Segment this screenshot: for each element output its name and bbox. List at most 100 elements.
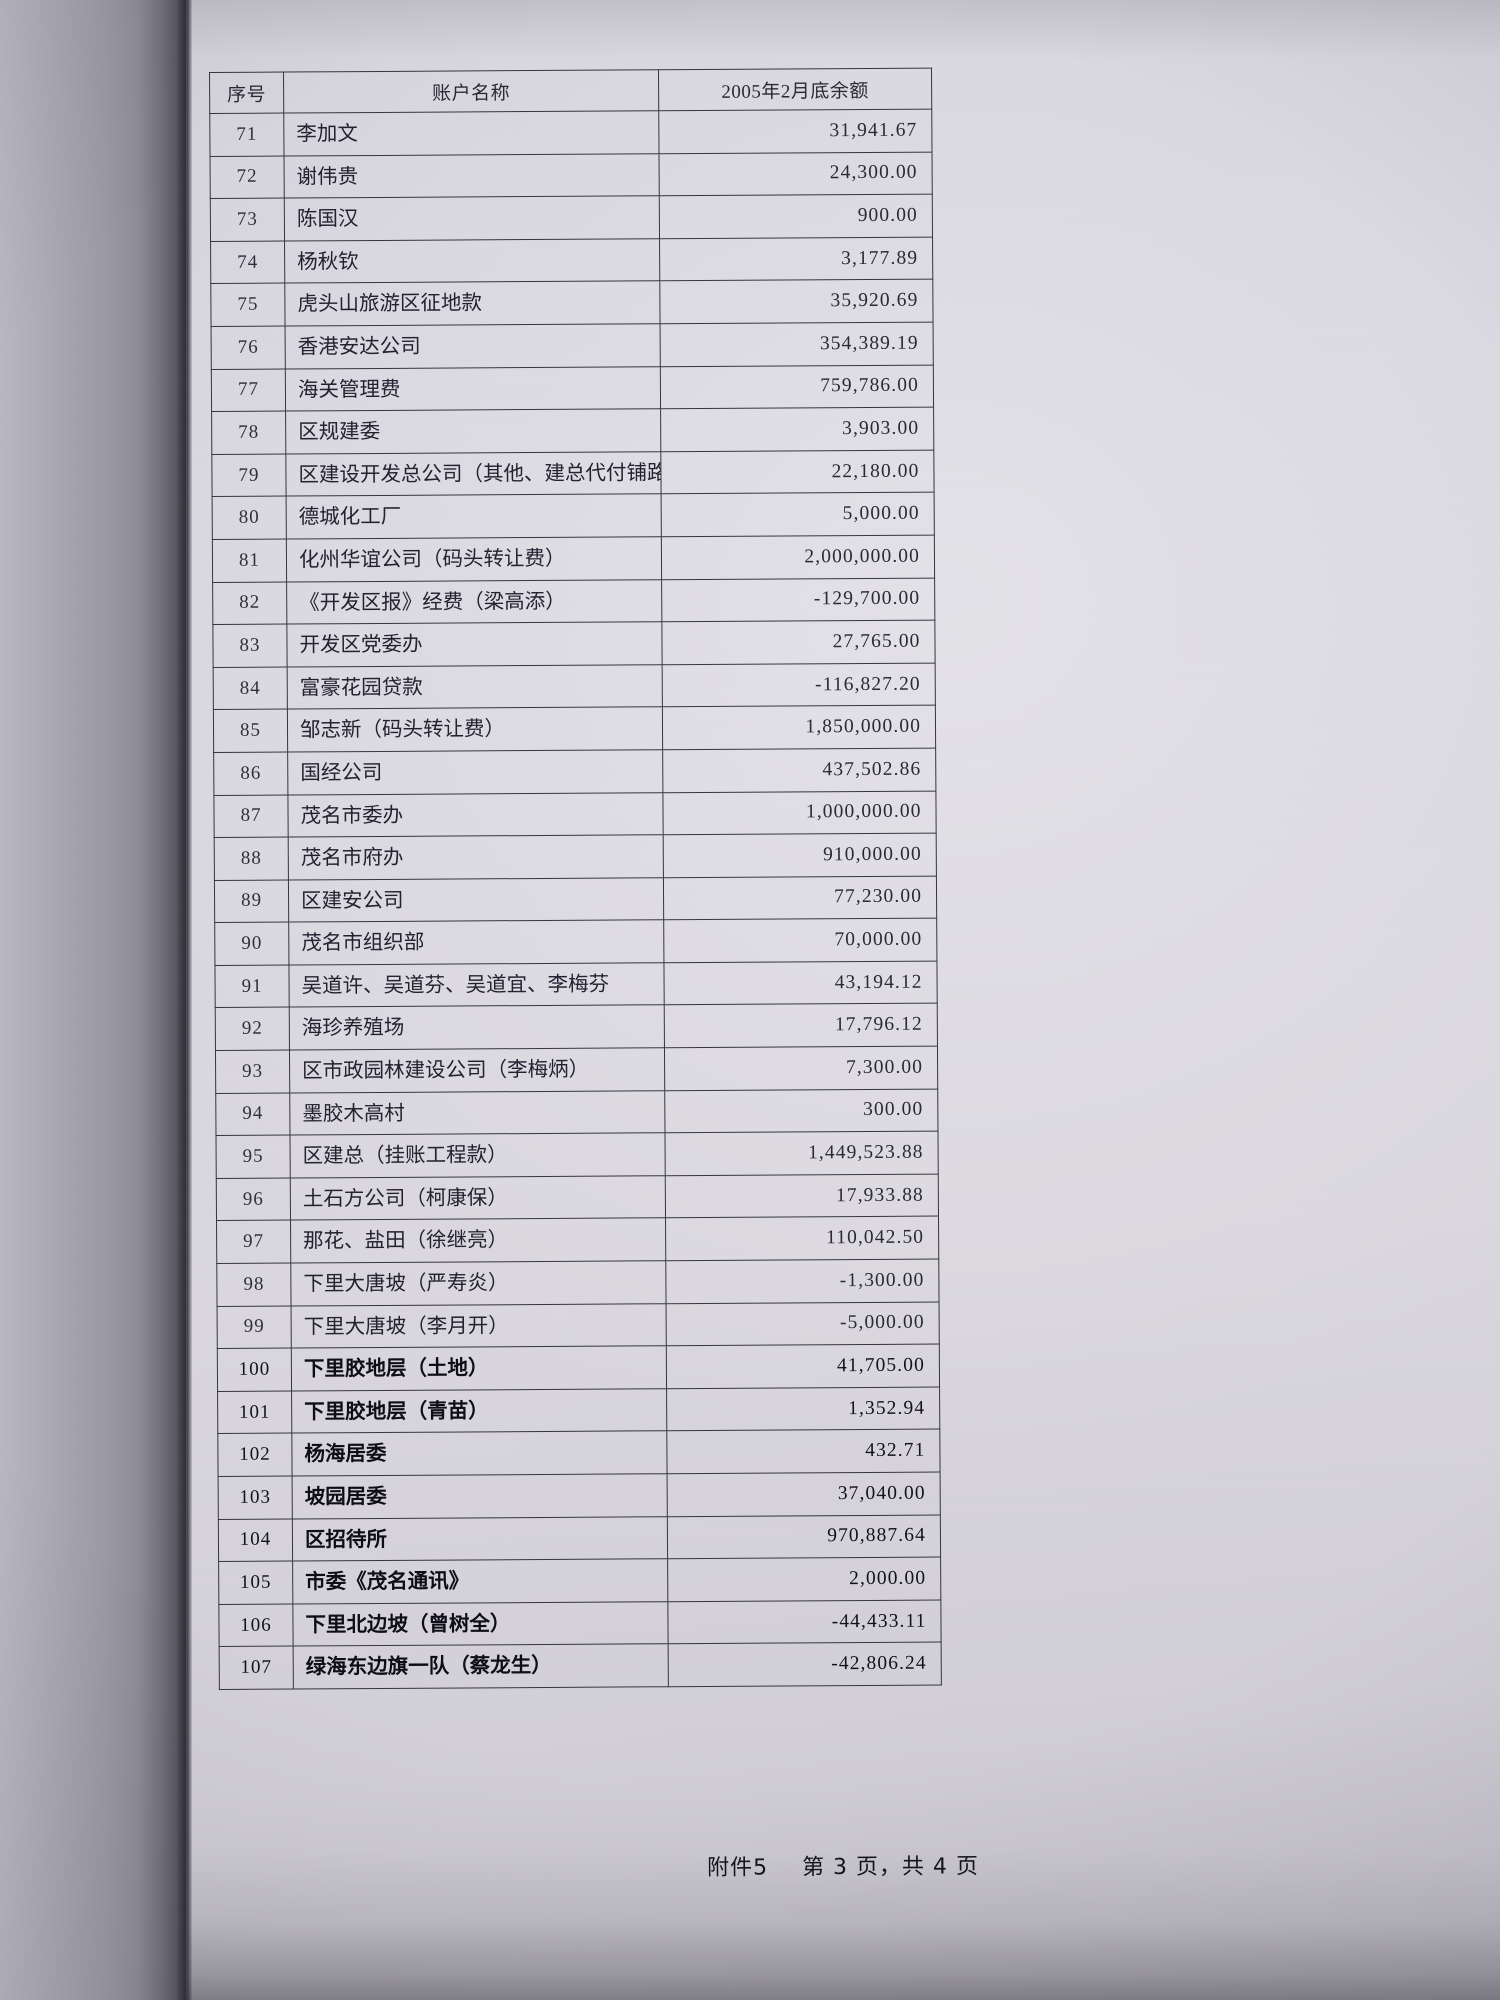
table-row: 98 下里大唐坡（严寿炎） -1,300.00: [216, 1259, 940, 1307]
cell-amount: 970,887.64: [667, 1514, 941, 1559]
cell-account-name: 下里大唐坡（李月开）: [291, 1303, 667, 1349]
cell-amount: 437,502.86: [662, 747, 936, 793]
table-row: 81 化州华谊公司（码头转让费） 2,000,000.00: [212, 535, 935, 583]
table-row: 92 海珍养殖场 17,796.12: [215, 1003, 938, 1051]
cell-amount: -42,806.24: [668, 1642, 942, 1687]
table-row: 103 坡园居委 37,040.00: [218, 1472, 941, 1520]
cell-amount: 41,705.00: [666, 1344, 940, 1389]
cell-account-name: 吴道许、吴道芬、吴道宜、李梅芬: [288, 962, 665, 1008]
table-row: 84 富豪花园贷款 -116,827.20: [213, 662, 936, 710]
cell-amount: 27,765.00: [661, 620, 936, 665]
cell-no: 74: [210, 240, 285, 284]
cell-amount: 1,850,000.00: [662, 705, 936, 750]
table-row: 85 邹志新（码头转让费） 1,850,000.00: [213, 705, 936, 753]
book-binding-gutter: [0, 0, 186, 2000]
cell-no: 99: [217, 1305, 292, 1349]
cell-amount: 759,786.00: [660, 364, 934, 409]
cell-no: 105: [218, 1561, 293, 1605]
cell-account-name: 陈国汉: [284, 195, 660, 241]
table-row: 91 吴道许、吴道芬、吴道宜、李梅芬 43,194.12: [214, 960, 938, 1008]
table-row: 94 墨胶木高村 300.00: [215, 1088, 938, 1136]
cell-no: 71: [209, 113, 285, 157]
cell-amount: 24,300.00: [659, 151, 933, 196]
cell-no: 90: [214, 922, 289, 966]
table-row: 96 土石方公司（柯康保） 17,933.88: [216, 1173, 939, 1221]
table-row: 75 虎头山旅游区征地款 35,920.69: [210, 279, 934, 327]
table-row: 88 茂名市府办 910,000.00: [214, 833, 937, 881]
cell-no: 95: [215, 1135, 291, 1179]
cell-account-name: 下里胶地层（土地）: [291, 1345, 667, 1391]
cell-account-name: 香港安达公司: [285, 323, 661, 369]
cell-account-name: 区招待所: [292, 1516, 668, 1562]
table-row: 99 下里大唐坡（李月开） -5,000.00: [217, 1301, 940, 1349]
cell-no: 80: [212, 496, 287, 540]
cell-account-name: 茂名市委办: [287, 792, 664, 838]
cell-no: 72: [210, 155, 285, 199]
cell-account-name: 坡园居委: [292, 1473, 668, 1519]
cell-no: 83: [212, 624, 288, 668]
account-balance-table-container: 序号 账户名称 2005年2月底余额 71 李加文 31,941.67 72 谢伟贵 24…: [209, 68, 942, 1690]
cell-account-name: 李加文: [283, 110, 660, 156]
cell-no: 76: [211, 326, 286, 370]
cell-no: 101: [217, 1390, 292, 1434]
table-row: 97 那花、盐田（徐继亮） 110,042.50: [216, 1216, 939, 1264]
cell-amount: 3,177.89: [659, 236, 933, 282]
table-row: 72 谢伟贵 24,300.00: [210, 151, 933, 199]
cell-account-name: 《开发区报》经费（梁高添）: [286, 579, 662, 625]
table-header-row: 序号 账户名称 2005年2月底余额: [209, 68, 932, 114]
table-row: 101 下里胶地层（青苗） 1,352.94: [217, 1386, 940, 1434]
binding-edge-shadow: [176, 0, 192, 2000]
cell-no: 94: [215, 1092, 290, 1136]
page-bottom-shadow: [186, 1850, 1500, 2000]
cell-amount: 900.00: [659, 194, 933, 239]
footer-attachment-label: 附件5: [706, 1855, 769, 1881]
table-row: 77 海关管理费 759,786.00: [211, 364, 934, 412]
cell-amount: 432.71: [666, 1429, 941, 1474]
cell-account-name: 市委《茂名通讯》: [292, 1558, 668, 1604]
table-row: 76 香港安达公司 354,389.19: [211, 322, 934, 370]
cell-account-name: 杨海居委: [291, 1431, 668, 1477]
cell-account-name: 杨秋钦: [284, 238, 660, 284]
cell-amount: 37,040.00: [667, 1472, 941, 1517]
cell-no: 107: [219, 1646, 294, 1690]
cell-no: 79: [211, 453, 287, 497]
cell-account-name: 虎头山旅游区征地款: [284, 281, 661, 327]
cell-amount: 43,194.12: [663, 960, 938, 1006]
table-row: 82 《开发区报》经费（梁高添） -129,700.00: [212, 577, 935, 625]
cell-account-name: 土石方公司（柯康保）: [290, 1175, 666, 1221]
table-row: 74 杨秋钦 3,177.89: [210, 236, 933, 284]
table-row: 89 区建安公司 77,230.00: [214, 875, 937, 923]
table-row: 87 茂名市委办 1,000,000.00: [213, 790, 937, 838]
cell-no: 104: [218, 1518, 293, 1562]
cell-account-name: 茂名市府办: [288, 834, 664, 880]
cell-account-name: 国经公司: [287, 749, 663, 795]
cell-account-name: 区规建委: [285, 408, 661, 454]
table-row: 95 区建总（挂账工程款） 1,449,523.88: [215, 1131, 939, 1179]
cell-amount: -129,700.00: [661, 577, 935, 622]
cell-account-name: 墨胶木高村: [289, 1090, 665, 1136]
cell-account-name: 海珍养殖场: [289, 1005, 665, 1051]
table-row: 71 李加文 31,941.67: [209, 109, 933, 157]
table-row: 100 下里胶地层（土地） 41,705.00: [217, 1344, 940, 1392]
cell-amount: 17,796.12: [664, 1003, 938, 1048]
cell-amount: 910,000.00: [663, 833, 937, 878]
cell-amount: 1,352.94: [666, 1386, 940, 1432]
account-balance-table: 序号 账户名称 2005年2月底余额 71 李加文 31,941.67 72 谢伟贵 24…: [209, 68, 942, 1690]
cell-no: 81: [212, 538, 287, 583]
cell-account-name: 邹志新（码头转让费）: [287, 707, 663, 752]
cell-no: 86: [213, 751, 288, 795]
cell-no: 78: [211, 411, 286, 455]
cell-no: 88: [214, 837, 289, 881]
cell-no: 77: [211, 368, 286, 412]
cell-account-name: 下里胶地层（青苗）: [291, 1388, 667, 1434]
cell-amount: 1,449,523.88: [664, 1131, 939, 1176]
cell-no: 106: [218, 1603, 294, 1647]
cell-account-name: 海关管理费: [285, 366, 661, 412]
cell-account-name: 开发区党委办: [286, 621, 663, 667]
cell-no: 84: [213, 666, 288, 710]
table-row: 105 市委《茂名通讯》 2,000.00: [218, 1557, 941, 1605]
table-body: 71 李加文 31,941.67 72 谢伟贵 24,300.00 73 陈国汉 900.00 7…: [209, 109, 942, 1690]
cell-account-name: 区建设开发总公司（其他、建总代付铺路款）: [285, 451, 662, 497]
cell-no: 92: [215, 1007, 290, 1051]
table-row: 90 茂名市组织部 70,000.00: [214, 918, 937, 966]
